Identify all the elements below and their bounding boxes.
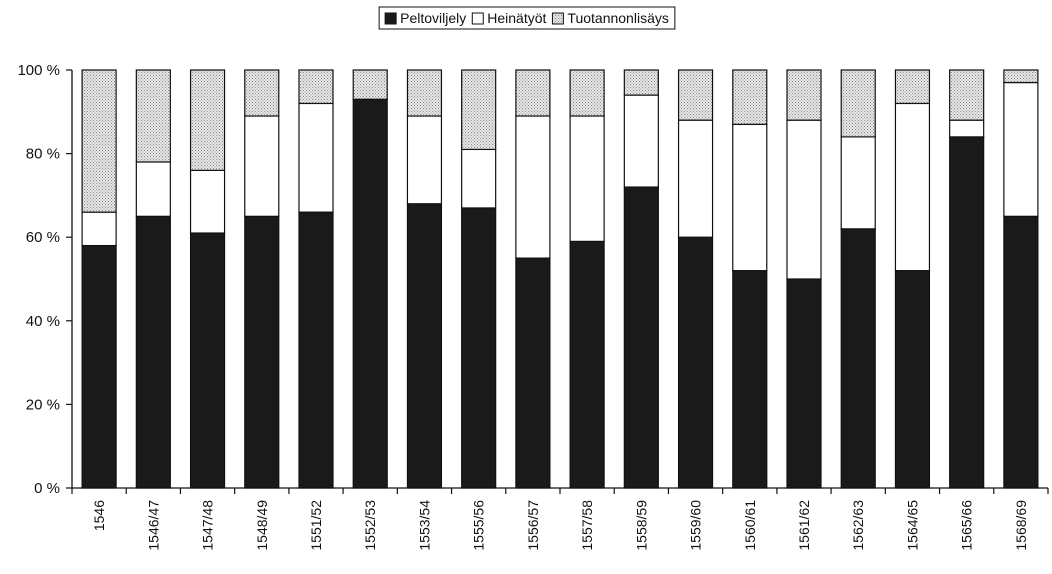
x-tick-label-1558-59: 1558/59 — [633, 500, 649, 551]
bar-peltoviljely-1555-56 — [461, 207, 497, 489]
bar-hein-ty-t-1557-58 — [569, 115, 605, 242]
bar-tuotannonlis-ys-1558-59 — [623, 69, 659, 96]
bar-hein-ty-t-1562-63 — [840, 136, 876, 230]
bar-peltoviljely-1568-69 — [1003, 215, 1039, 489]
bar-peltoviljely-1546 — [81, 244, 117, 489]
legend-box — [378, 6, 676, 30]
x-tick-label-1551-52: 1551/52 — [308, 500, 324, 551]
bar-hein-ty-t-1548-49 — [244, 115, 280, 217]
x-tick-label-1559-60: 1559/60 — [688, 500, 704, 551]
bar-tuotannonlis-ys-1562-63 — [840, 69, 876, 138]
bar-peltoviljely-1548-49 — [244, 215, 280, 489]
bar-hein-ty-t-1546-47 — [135, 161, 171, 217]
x-tick-label-1557-58: 1557/58 — [579, 500, 595, 551]
y-tick-label: 0 % — [34, 480, 60, 497]
bar-tuotannonlis-ys-1548-49 — [244, 69, 280, 117]
bar-tuotannonlis-ys-1552-53 — [352, 69, 388, 100]
x-tick-label-1553-54: 1553/54 — [416, 500, 432, 551]
bar-peltoviljely-1553-54 — [406, 203, 443, 489]
bar-peltoviljely-1558-59 — [623, 186, 659, 489]
legend-swatch-tuotannonlis-ys — [551, 12, 564, 25]
y-axis: 0 % 20 % 40 % 60 % 80 % 100 % — [17, 62, 73, 497]
bar-tuotannonlis-ys-1561-62 — [786, 69, 822, 121]
bar-peltoviljely-1557-58 — [569, 240, 605, 489]
bar-hein-ty-t-1559-60 — [677, 119, 714, 238]
bar-hein-ty-t-1561-62 — [786, 119, 822, 280]
y-tick-label: 80 % — [26, 146, 60, 163]
x-tick-label-1568-69: 1568/69 — [1013, 500, 1029, 551]
bar-tuotannonlis-ys-1565-66 — [949, 69, 985, 121]
bar-hein-ty-t-1560-61 — [732, 123, 768, 272]
bar-peltoviljely-1561-62 — [786, 278, 822, 489]
bar-peltoviljely-1565-66 — [949, 136, 985, 489]
legend-swatch-peltoviljely — [384, 12, 397, 25]
x-tick-label-1562-63: 1562/63 — [850, 500, 866, 551]
bar-tuotannonlis-ys-1559-60 — [677, 69, 714, 121]
bar-tuotannonlis-ys-1564-65 — [894, 69, 931, 105]
bar-tuotannonlis-ys-1556-57 — [515, 69, 551, 117]
legend-label-peltoviljely: Peltoviljely — [400, 10, 466, 26]
bar-hein-ty-t-1551-52 — [298, 102, 334, 213]
bar-tuotannonlis-ys-1546-47 — [135, 69, 171, 163]
bar-tuotannonlis-ys-1547-48 — [189, 69, 226, 171]
bar-peltoviljely-1562-63 — [840, 228, 876, 489]
bar-tuotannonlis-ys-1555-56 — [461, 69, 497, 151]
x-tick-label-1552-53: 1552/53 — [362, 500, 378, 551]
bar-hein-ty-t-1558-59 — [623, 94, 659, 188]
bar-peltoviljely-1551-52 — [298, 211, 334, 489]
bar-hein-ty-t-1564-65 — [894, 102, 931, 272]
bar-tuotannonlis-ys-1551-52 — [298, 69, 334, 105]
bar-hein-ty-t-1568-69 — [1003, 81, 1039, 217]
bar-hein-ty-t-1555-56 — [461, 148, 497, 209]
x-tick-label-1556-57: 1556/57 — [525, 500, 541, 551]
legend-label-hein-ty-t: Heinätyöt — [487, 10, 546, 26]
bar-peltoviljely-1556-57 — [515, 257, 551, 489]
bar-tuotannonlis-ys-1557-58 — [569, 69, 605, 117]
bar-hein-ty-t-1547-48 — [189, 169, 226, 234]
y-tick-label: 20 % — [26, 396, 60, 413]
bar-hein-ty-t-1556-57 — [515, 115, 551, 259]
x-tick-label-1548-49: 1548/49 — [254, 500, 270, 551]
y-tick-label: 40 % — [26, 313, 60, 330]
bar-peltoviljely-1559-60 — [677, 236, 714, 489]
bar-peltoviljely-1546-47 — [135, 215, 171, 489]
x-tick-label-1547-48: 1547/48 — [200, 500, 216, 551]
x-tick-label-1555-56: 1555/56 — [471, 500, 487, 551]
bar-peltoviljely-1547-48 — [189, 232, 226, 489]
bar-peltoviljely-1552-53 — [352, 98, 388, 489]
y-tick-label: 100 % — [17, 62, 60, 79]
bar-tuotannonlis-ys-1546 — [81, 69, 117, 213]
bar-peltoviljely-1564-65 — [894, 270, 931, 489]
x-tick-label-1560-61: 1560/61 — [742, 500, 758, 551]
y-tick-label: 60 % — [26, 229, 60, 246]
legend: Peltoviljely Heinätyöt Tuotannonlisäys — [378, 6, 676, 30]
x-tick-label-1546-47: 1546/47 — [145, 500, 161, 551]
x-tick-label-1546: 1546 — [91, 500, 107, 531]
x-tick-label-1565-66: 1565/66 — [959, 500, 975, 551]
bar-hein-ty-t-1546 — [81, 211, 117, 247]
bar-tuotannonlis-ys-1560-61 — [732, 69, 768, 125]
bar-hein-ty-t-1553-54 — [406, 115, 443, 205]
bar-peltoviljely-1560-61 — [732, 270, 768, 489]
legend-swatch-hein-ty-t — [471, 12, 484, 25]
x-tick-label-1561-62: 1561/62 — [796, 500, 812, 551]
bar-hein-ty-t-1565-66 — [949, 119, 985, 138]
bars — [81, 69, 1039, 489]
bar-tuotannonlis-ys-1553-54 — [406, 69, 443, 117]
x-axis: 1546 1546/47 1547/48 1548/49 1551/52 1552/53 1… — [71, 487, 1049, 551]
legend-label-tuotannonlis-ys: Tuotannonlisäys — [567, 10, 668, 26]
x-tick-label-1564-65: 1564/65 — [904, 500, 920, 551]
bar-tuotannonlis-ys-1568-69 — [1003, 69, 1039, 84]
